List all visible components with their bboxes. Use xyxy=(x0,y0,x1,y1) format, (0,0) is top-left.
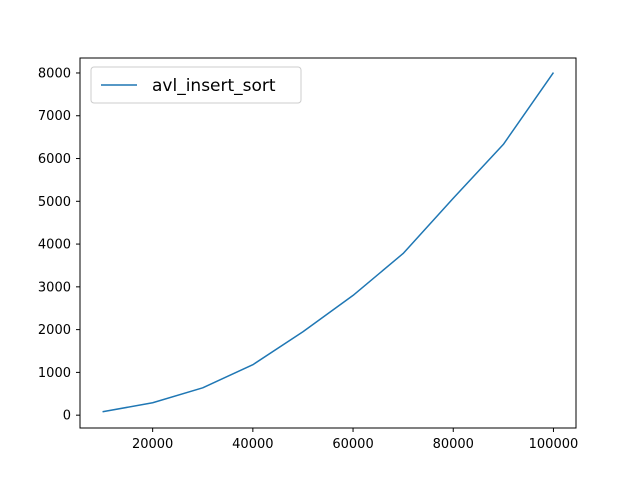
x-tick-label: 40000 xyxy=(232,437,273,452)
data-point xyxy=(202,387,203,388)
data-point xyxy=(152,402,153,403)
data-point xyxy=(352,295,353,296)
x-tick-label: 100000 xyxy=(529,437,579,452)
series-layer xyxy=(102,72,555,413)
y-tick-label: 4000 xyxy=(38,238,71,253)
data-point xyxy=(503,144,504,145)
y-tick-label: 7000 xyxy=(38,109,71,124)
data-point xyxy=(453,198,454,199)
legend-box xyxy=(90,66,302,104)
x-tick-label: 60000 xyxy=(332,437,373,452)
x-axis-ticks: 20000 40000 60000 80000 100000 xyxy=(132,428,578,452)
x-tick-label: 20000 xyxy=(132,437,173,452)
data-point xyxy=(403,253,404,254)
y-tick-label: 8000 xyxy=(38,66,71,81)
y-tick-label: 1000 xyxy=(38,366,71,381)
y-axis-ticks: 0 1000 2000 3000 4000 5000 6000 7000 8000 xyxy=(38,66,80,424)
data-point xyxy=(252,364,253,365)
legend: avl_insert_sort xyxy=(90,66,302,104)
x-tick-label: 80000 xyxy=(433,437,474,452)
y-tick-label: 0 xyxy=(63,409,71,424)
data-point xyxy=(302,331,303,332)
legend-label-avl-insert-sort: avl_insert_sort xyxy=(152,76,276,96)
data-point xyxy=(553,72,554,73)
y-tick-label: 5000 xyxy=(38,195,71,210)
y-tick-label: 6000 xyxy=(38,152,71,167)
y-tick-label: 2000 xyxy=(38,323,71,338)
data-point xyxy=(102,411,103,412)
plot-area xyxy=(80,58,576,428)
plot-frame xyxy=(79,57,577,429)
y-tick-label: 3000 xyxy=(38,280,71,295)
series-line-avl-insert-sort xyxy=(102,72,555,413)
